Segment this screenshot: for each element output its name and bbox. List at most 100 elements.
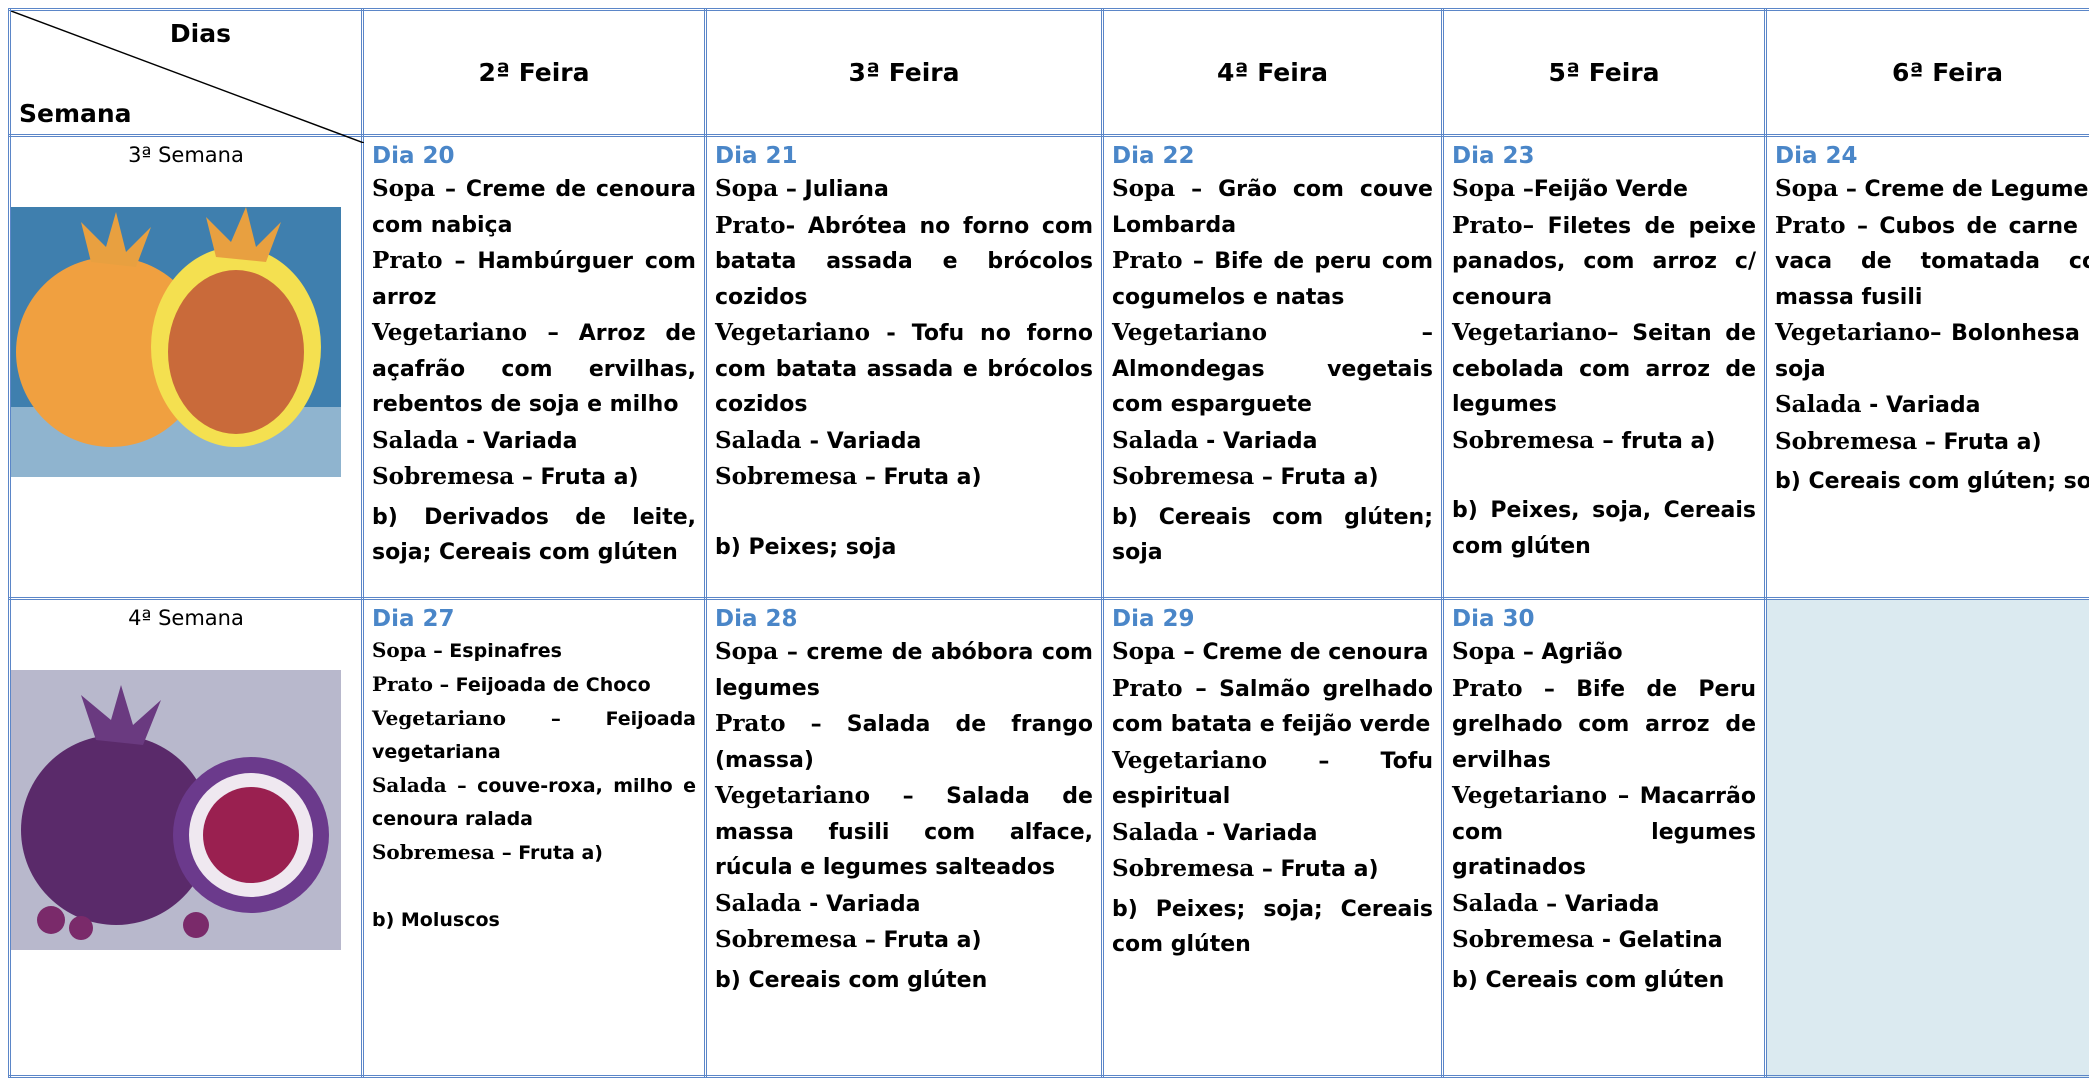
menu-item: Prato – Bife de Peru grelhado com arroz … (1452, 671, 1756, 779)
menu-item: Sobremesa – Fruta a) (1112, 851, 1433, 888)
item-label: Vegetariano (715, 782, 871, 809)
item-text: - Variada (809, 891, 921, 917)
item-text: – Agrião (1522, 640, 1623, 665)
week-cell: 3ª Semana (8, 134, 364, 600)
item-label: Sobremesa – (1452, 426, 1614, 454)
item-label: Sobremesa (715, 463, 858, 490)
item-text: – Bife de peru com cogumelos e natas (1112, 249, 1433, 310)
item-text: Seitan de cebolada com arroz de legumes (1452, 321, 1756, 417)
menu-cell: Dia 30 Sopa – Agrião Prato – Bife de Peru … (1441, 597, 1767, 1078)
item-label: Sopa – (1112, 638, 1195, 665)
menu-item: Sobremesa – fruta a) (1452, 423, 1756, 460)
item-text: – Fruta a) (1924, 429, 2042, 455)
menu-cell: Dia 29 Sopa – Creme de cenoura Prato – Sal… (1101, 597, 1444, 1078)
item-text: – creme de abóbora com legumes (715, 640, 1093, 701)
menu-cell: Dia 23 Sopa –Feijão Verde Prato– Filetes d… (1441, 134, 1767, 600)
day-title: Dia 30 (1452, 606, 1535, 632)
menu-item: Prato – Hambúrguer com arroz (372, 243, 696, 315)
allergens: b) Moluscos (372, 909, 500, 931)
menu-item: Sobremesa - Gelatina (1452, 922, 1756, 959)
menu-item: Sobremesa – Fruta a) (1112, 459, 1433, 496)
menu-item: Salada - Variada (1775, 387, 2089, 424)
item-label: Sopa (1112, 175, 1176, 202)
menu-item: Sopa – Creme de Legumes (1775, 171, 2089, 208)
item-text: –Feijão Verde (1522, 177, 1688, 202)
item-text: – Tofu espiritual (1112, 748, 1433, 810)
menu-item: Sobremesa – Fruta a) (715, 459, 1093, 496)
menu-item: Sopa – creme de abóbora com legumes (715, 634, 1093, 706)
item-text: Filetes de peixe panados, com arroz c/ c… (1452, 213, 1756, 310)
item-text: – Creme de Legumes (1845, 177, 2089, 202)
menu-item: Sopa – Creme de cenoura com nabiça (372, 171, 696, 243)
item-text: Salmão grelhado com batata e feijão verd… (1112, 676, 1433, 738)
menu-item: Salada - Variada (1112, 815, 1433, 852)
pomegranate-painting (11, 670, 341, 950)
item-text: – Salada de frango (massa) (715, 712, 1093, 773)
menu-item: Vegetariano– Seitan de cebolada com arro… (1452, 315, 1756, 423)
day-title: Dia 29 (1112, 606, 1195, 632)
menu-item: Sobremesa – Fruta a) (372, 459, 696, 496)
item-text: - Variada (1206, 820, 1318, 846)
allergens: b) Cereais com glúten (715, 967, 988, 993)
item-text: – Hambúrguer com arroz (372, 249, 696, 310)
item-label: Sopa (1775, 175, 1839, 202)
item-label: Salada (1112, 818, 1199, 846)
day-header: 6ª Feira (1764, 8, 2089, 137)
item-text: Arroz de açafrão com ervilhas, rebentos … (372, 321, 696, 417)
menu-item: Sobremesa – Fruta a) (715, 922, 1093, 959)
item-text: – Salada de massa fusili com alface, rúc… (715, 784, 1093, 880)
pomegranate-painting (11, 207, 341, 477)
item-text: – Variada (1546, 891, 1660, 917)
allergens: b) Cereais com glúten; soja (1775, 469, 2089, 494)
item-label: Salada (1775, 391, 1862, 418)
item-text: - Gelatina (1601, 928, 1723, 953)
item-label: Vegetariano – (1112, 319, 1433, 346)
menu-item: Sopa – Juliana (715, 171, 1093, 208)
allergens: b) Peixes; soja; Cereais com glúten (1112, 896, 1433, 958)
item-label: Salada (372, 426, 459, 454)
item-text: – Creme de cenoura com nabiça (372, 177, 696, 238)
item-label: Vegetariano– (1775, 319, 1942, 346)
menu-item: Prato – Bife de peru com cogumelos e nat… (1112, 243, 1433, 315)
allergens: b) Derivados de leite, soja; Cereais com… (372, 504, 696, 566)
item-text: – couve-roxa, milho e cenoura ralada (372, 775, 696, 830)
menu-item: Sopa – Creme de cenoura (1112, 634, 1433, 671)
menu-cell: Dia 24 Sopa – Creme de Legumes Prato – Cub… (1764, 134, 2089, 600)
menu-item: Sobremesa – Fruta a) (372, 836, 696, 870)
day-title: Dia 23 (1452, 143, 1535, 169)
menu-item: Prato- Abrótea no forno com batata assad… (715, 208, 1093, 316)
item-label: Sobremesa – (372, 840, 512, 864)
menu-item: Vegetariano – Tofu espiritual (1112, 743, 1433, 815)
item-label: Sopa (372, 638, 427, 662)
menu-item: Salada – couve-roxa, milho e cenoura ral… (372, 769, 696, 836)
item-text: – Fruta a) (1261, 465, 1379, 490)
day-header: 3ª Feira (704, 8, 1104, 137)
allergens: b) Cereais com glúten (1452, 967, 1725, 993)
item-text: – Bife de Peru grelhado com arroz de erv… (1452, 676, 1756, 773)
menu-item: Prato – Salmão grelhado com batata e fei… (1112, 671, 1433, 743)
item-text: – Fruta a) (864, 928, 982, 953)
menu-item: Salada - Variada (1112, 423, 1433, 460)
menu-item: Vegetariano - Tofu no forno com batata a… (715, 315, 1093, 423)
item-text: Bolonhesa de soja (1775, 321, 2089, 382)
item-text: – Feijoada de Choco (439, 674, 651, 696)
item-label: Salada (715, 889, 802, 917)
item-text: Macarrão com legumes gratinados (1452, 784, 1756, 880)
item-text: Feijoada vegetariana (372, 708, 696, 763)
item-label: Sopa (372, 175, 436, 202)
item-label: Prato – (1112, 674, 1207, 702)
day-title: Dia 21 (715, 143, 798, 169)
item-label: Prato (715, 710, 786, 737)
week-row: 3ª Semana Dia 20 Sopa – Creme de cenoura c… (8, 134, 2089, 600)
week-cell: 4ª Semana (8, 597, 364, 1078)
header-row: Dias Semana 2ª Feira 3ª Feira 4ª Feira 5ª F… (8, 8, 2089, 143)
item-label: Salada (1112, 426, 1199, 454)
week-image (11, 670, 361, 950)
item-text: Fruta a) (518, 842, 603, 864)
menu-item: Sopa –Feijão Verde (1452, 171, 1756, 208)
item-label: Vegetariano – (1452, 782, 1630, 809)
item-text: Tofu no forno com batata assada e brócol… (715, 321, 1093, 417)
day-title: Dia 24 (1775, 143, 1858, 169)
item-label: Sobremesa (372, 463, 515, 490)
